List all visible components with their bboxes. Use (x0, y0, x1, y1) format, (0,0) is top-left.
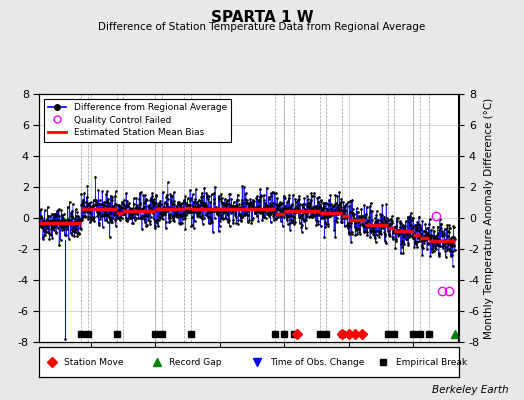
Text: Station Move: Station Move (64, 358, 124, 367)
Text: Berkeley Earth: Berkeley Earth (432, 385, 508, 395)
Legend: Difference from Regional Average, Quality Control Failed, Estimated Station Mean: Difference from Regional Average, Qualit… (44, 98, 232, 142)
Text: SPARTA 1 W: SPARTA 1 W (211, 10, 313, 25)
Text: Empirical Break: Empirical Break (396, 358, 467, 367)
Y-axis label: Monthly Temperature Anomaly Difference (°C): Monthly Temperature Anomaly Difference (… (484, 97, 494, 339)
Text: Record Gap: Record Gap (169, 358, 222, 367)
Text: Time of Obs. Change: Time of Obs. Change (270, 358, 364, 367)
Text: Difference of Station Temperature Data from Regional Average: Difference of Station Temperature Data f… (99, 22, 425, 32)
